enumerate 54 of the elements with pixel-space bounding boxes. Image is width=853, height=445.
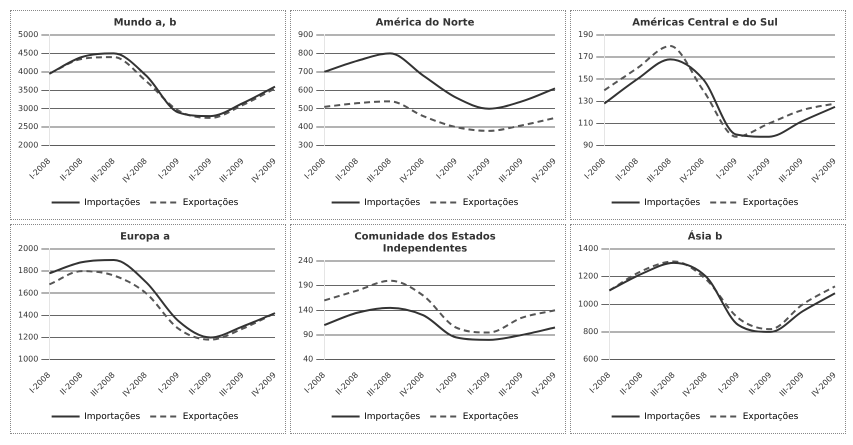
legend-label: Importações (84, 198, 141, 208)
legend-label: Importações (84, 412, 141, 422)
legend-label: Exportações (182, 412, 239, 422)
y-tick-label: 190 (578, 30, 594, 40)
y-tick-label: 400 (298, 122, 314, 132)
legend-label: Exportações (462, 198, 519, 208)
y-tick-label: 5000 (18, 30, 38, 40)
y-tick-label: 600 (583, 354, 598, 364)
y-tick-label: 2500 (18, 122, 38, 132)
legend-label: Importações (644, 198, 701, 208)
y-tick-label: 900 (298, 30, 314, 40)
chart-title: Europa a (120, 232, 170, 243)
y-tick-label: 90 (303, 330, 314, 340)
y-tick-label: 1800 (18, 266, 38, 276)
legend-label: Exportações (182, 198, 239, 208)
legend-label: Importações (364, 412, 421, 422)
y-tick-label: 1200 (578, 272, 598, 281)
legend-label: Exportações (742, 412, 799, 422)
y-tick-label: 40 (303, 354, 314, 364)
y-tick-label: 90 (583, 140, 594, 150)
legend-label: Importações (644, 412, 701, 422)
y-tick-label: 1200 (18, 332, 38, 342)
y-tick-label: 500 (298, 104, 314, 113)
y-tick-label: 2000 (18, 244, 38, 254)
y-tick-label: 1000 (578, 299, 598, 308)
y-tick-label: 240 (298, 256, 314, 266)
y-tick-label: 150 (578, 74, 594, 84)
y-tick-label: 4500 (18, 48, 38, 58)
y-tick-label: 170 (578, 52, 594, 62)
y-tick-label: 130 (578, 96, 594, 106)
y-tick-label: 3000 (18, 104, 38, 113)
y-tick-label: 3500 (18, 85, 38, 94)
y-tick-label: 1600 (18, 288, 38, 298)
y-tick-label: 190 (298, 280, 314, 290)
legend-label: Exportações (742, 198, 799, 208)
y-tick-label: 140 (298, 305, 314, 314)
y-tick-label: 600 (298, 85, 314, 94)
y-tick-label: 1400 (18, 310, 38, 320)
y-tick-label: 1000 (18, 354, 38, 364)
chart-title: Américas Central e do Sul (632, 18, 778, 29)
y-tick-label: 2000 (18, 140, 38, 150)
y-tick-label: 800 (298, 48, 314, 58)
legend-label: Importações (364, 198, 421, 208)
legend-label: Exportações (462, 412, 519, 422)
y-tick-label: 300 (298, 140, 314, 150)
chart-title: América do Norte (376, 18, 475, 29)
y-tick-label: 700 (298, 66, 314, 76)
chart-title: Ásia b (688, 230, 722, 243)
chart-title: Mundo a, b (114, 18, 176, 29)
y-tick-label: 110 (578, 118, 594, 128)
y-tick-label: 1400 (578, 244, 598, 254)
chart-title: Comunidade dos Estados Independentes (354, 232, 496, 255)
y-tick-label: 800 (583, 327, 598, 336)
y-tick-label: 4000 (18, 66, 38, 76)
